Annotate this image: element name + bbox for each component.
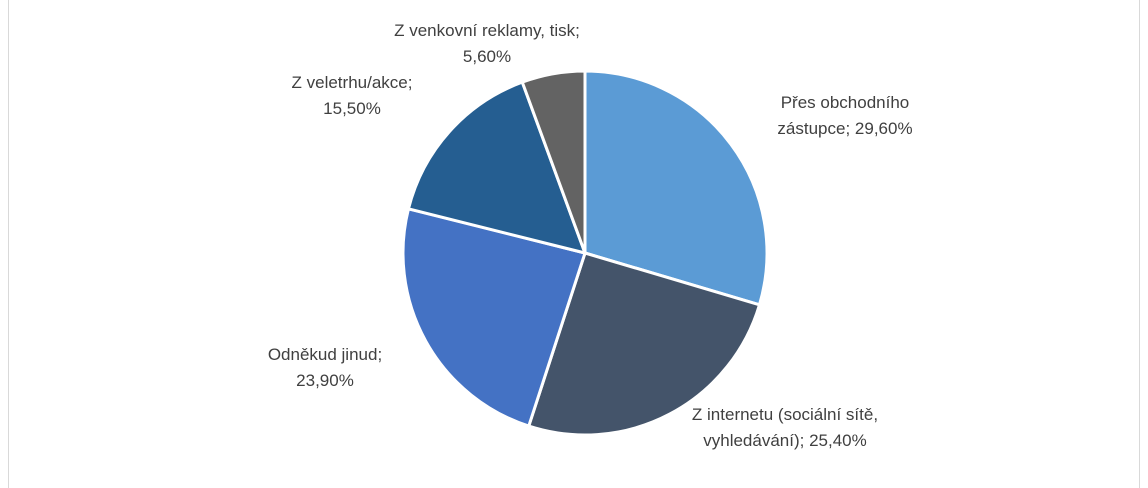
category-label: Odněkud jinud; [267, 345, 383, 364]
pie-slice [527, 251, 761, 437]
value-label: 25,40% [809, 431, 867, 450]
pie-slice [583, 69, 769, 307]
data-label: Odněkud jinud; 23,90% [253, 342, 398, 394]
value-label: 15,50% [323, 99, 381, 118]
pie-slice [520, 69, 587, 255]
data-label: Z venkovní reklamy, tisk; 5,60% [392, 18, 582, 70]
category-label: Přes obchodního zástupce; [777, 93, 910, 138]
category-label: Z veletrhu/akce; [291, 73, 413, 92]
value-label: 29,60% [854, 119, 913, 138]
data-label: Z internetu (sociální sítě, vyhledávání)… [688, 402, 883, 454]
category-label: Z venkovní reklamy, tisk; [394, 21, 580, 40]
data-label: Z veletrhu/akce; 15,50% [275, 70, 430, 122]
value-label: 23,90% [296, 371, 354, 390]
data-label: Přes obchodního zástupce; 29,60% [755, 90, 935, 142]
value-label: 5,60% [462, 47, 512, 66]
chart-frame [8, 0, 1140, 488]
category-label: Z internetu (sociální sítě, vyhledávání)… [691, 405, 879, 450]
pie-slice [406, 80, 587, 255]
pie-slice [401, 207, 587, 428]
